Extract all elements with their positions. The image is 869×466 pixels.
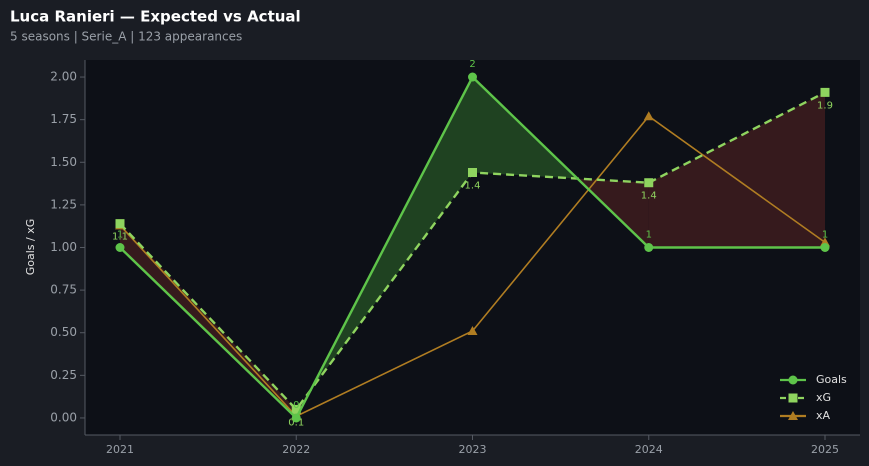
point: [820, 243, 830, 252]
x-tick-label: 2024: [635, 443, 663, 456]
point: [291, 404, 301, 414]
y-axis-label: Goals / xG: [24, 219, 37, 276]
gap-fill: [648, 92, 825, 248]
data-label: 1: [822, 230, 828, 241]
point: [643, 111, 654, 121]
y-tick-label: 1.25: [50, 197, 77, 211]
data-label: 1: [117, 230, 123, 241]
y-tick-label: 0.00: [50, 410, 77, 424]
data-label: 0: [293, 400, 299, 411]
point: [644, 243, 654, 252]
point: [644, 178, 654, 188]
x-tick-label: 2021: [106, 443, 134, 456]
chart-title: Luca Ranieri — Expected vs Actual: [10, 8, 301, 26]
point: [468, 72, 477, 82]
y-tick-label: 1.50: [50, 155, 77, 169]
y-tick-label: 0.50: [50, 325, 77, 339]
data-label: 1.4: [465, 181, 481, 192]
x-tick-label: 2022: [282, 443, 310, 456]
legend-marker: [788, 411, 798, 420]
point: [115, 219, 125, 229]
data-label: 1: [646, 230, 652, 241]
y-tick-label: 0.25: [50, 368, 77, 382]
y-tick-label: 1.75: [50, 112, 77, 126]
legend-label: Goals: [816, 373, 847, 386]
point: [820, 87, 830, 97]
y-tick-label: 1.00: [50, 240, 77, 254]
chart-subtitle: 5 seasons | Serie_A | 123 appearances: [10, 30, 242, 44]
data-label: 2: [469, 59, 475, 70]
point: [467, 326, 478, 336]
legend-marker: [788, 393, 798, 403]
point: [468, 168, 477, 177]
x-tick-label: 2023: [459, 443, 487, 456]
data-label: 1.4: [641, 191, 657, 202]
data-label: 1.1: [112, 232, 128, 243]
y-tick-label: 2.00: [50, 70, 77, 84]
y-tick-label: 0.75: [50, 283, 77, 297]
point: [291, 413, 301, 423]
legend-label: xG: [816, 391, 831, 404]
x-tick-label: 2025: [811, 443, 839, 456]
data-label: 1.9: [817, 100, 833, 111]
data-label: 0.1: [288, 417, 304, 428]
legend-label: xA: [816, 409, 831, 422]
point: [115, 243, 125, 252]
legend-marker: [788, 375, 798, 385]
